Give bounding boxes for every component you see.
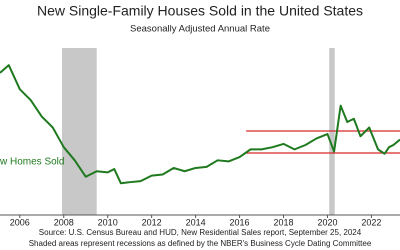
x-tick-label: 2012 bbox=[142, 217, 162, 227]
x-tick-label: 2008 bbox=[54, 217, 74, 227]
chart-title: New Single-Family Houses Sold in the Uni… bbox=[37, 3, 363, 19]
x-tick-label: 2006 bbox=[10, 217, 30, 227]
footnote: Shaded areas represent recessions as def… bbox=[29, 239, 372, 248]
recession-band bbox=[61, 48, 97, 215]
x-tick-label: 2020 bbox=[317, 217, 337, 227]
chart-subtitle: Seasonally Adjusted Annual Rate bbox=[130, 24, 270, 35]
series-label: w Homes Sold bbox=[0, 157, 64, 168]
x-tick-label: 2018 bbox=[274, 217, 294, 227]
x-tick-label: 2022 bbox=[361, 217, 381, 227]
x-tick-label: 2010 bbox=[98, 217, 118, 227]
data-line bbox=[0, 64, 400, 185]
source-note: Source: U.S. Census Bureau and HUD, New … bbox=[39, 228, 362, 237]
x-tick-label: 2014 bbox=[186, 217, 206, 227]
x-tick-label: 2016 bbox=[230, 217, 250, 227]
